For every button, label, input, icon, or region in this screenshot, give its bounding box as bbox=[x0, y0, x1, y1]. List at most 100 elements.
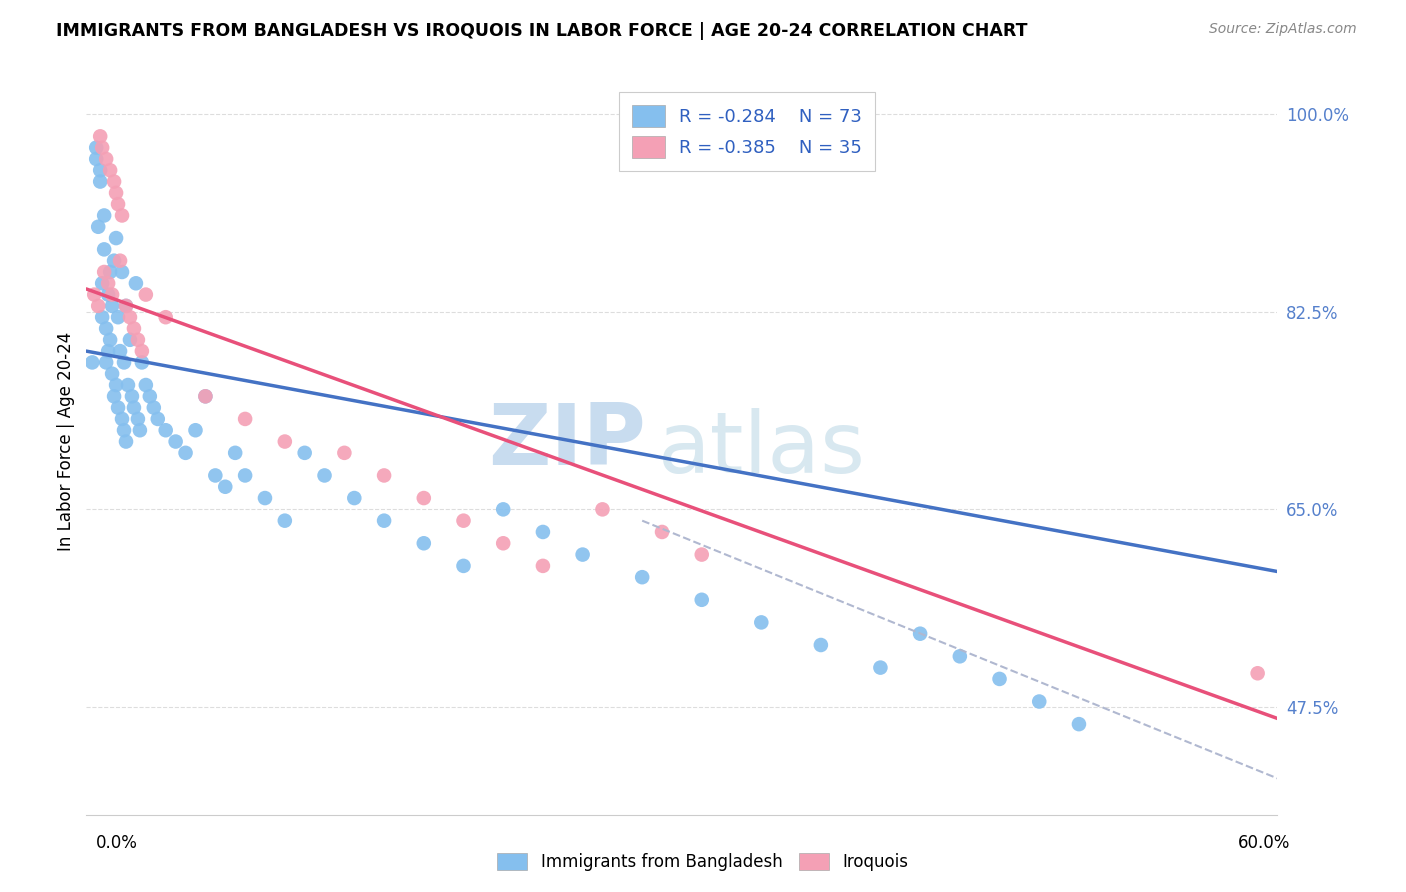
Point bbox=[373, 468, 395, 483]
Point bbox=[107, 310, 129, 325]
Point bbox=[108, 344, 131, 359]
Point bbox=[174, 446, 197, 460]
Point bbox=[184, 423, 207, 437]
Point bbox=[690, 592, 713, 607]
Text: IMMIGRANTS FROM BANGLADESH VS IROQUOIS IN LABOR FORCE | AGE 20-24 CORRELATION CH: IMMIGRANTS FROM BANGLADESH VS IROQUOIS I… bbox=[56, 22, 1028, 40]
Point bbox=[103, 253, 125, 268]
Point bbox=[117, 378, 139, 392]
Point bbox=[98, 265, 121, 279]
Point bbox=[112, 423, 135, 437]
Point bbox=[651, 524, 673, 539]
Point bbox=[94, 355, 117, 369]
Text: ZIP: ZIP bbox=[488, 400, 647, 483]
Point bbox=[112, 355, 135, 369]
Point bbox=[127, 412, 149, 426]
Point bbox=[333, 446, 356, 460]
Point bbox=[115, 299, 138, 313]
Point bbox=[103, 175, 125, 189]
Point bbox=[233, 412, 256, 426]
Point bbox=[314, 468, 336, 483]
Point bbox=[111, 209, 134, 223]
Point bbox=[1067, 717, 1090, 731]
Point bbox=[1028, 694, 1050, 708]
Point bbox=[97, 287, 120, 301]
Point bbox=[122, 321, 145, 335]
Point bbox=[1246, 666, 1268, 681]
Point bbox=[869, 660, 891, 674]
Point bbox=[749, 615, 772, 630]
Point bbox=[155, 310, 177, 325]
Point bbox=[165, 434, 187, 449]
Point bbox=[97, 277, 120, 291]
Point bbox=[89, 163, 111, 178]
Point bbox=[108, 253, 131, 268]
Point bbox=[142, 401, 165, 415]
Point bbox=[214, 480, 236, 494]
Point bbox=[146, 412, 169, 426]
Point bbox=[105, 231, 128, 245]
Point bbox=[87, 219, 110, 234]
Point bbox=[98, 333, 121, 347]
Point bbox=[93, 243, 115, 257]
Point bbox=[94, 152, 117, 166]
Point bbox=[194, 389, 217, 403]
Point bbox=[118, 310, 141, 325]
Point bbox=[121, 389, 143, 403]
Point bbox=[988, 672, 1011, 686]
Point bbox=[97, 344, 120, 359]
Text: 0.0%: 0.0% bbox=[96, 834, 138, 852]
Point bbox=[87, 299, 110, 313]
Point bbox=[111, 265, 134, 279]
Point bbox=[908, 626, 931, 640]
Point bbox=[131, 344, 153, 359]
Point bbox=[91, 310, 114, 325]
Point bbox=[115, 434, 138, 449]
Legend: Immigrants from Bangladesh, Iroquois: Immigrants from Bangladesh, Iroquois bbox=[489, 845, 917, 880]
Point bbox=[118, 333, 141, 347]
Point bbox=[131, 355, 153, 369]
Point bbox=[233, 468, 256, 483]
Point bbox=[105, 186, 128, 200]
Point bbox=[83, 287, 105, 301]
Point bbox=[155, 423, 177, 437]
Point bbox=[412, 536, 434, 550]
Point bbox=[531, 558, 554, 573]
Point bbox=[1286, 638, 1309, 652]
Point bbox=[135, 378, 157, 392]
Y-axis label: In Labor Force | Age 20-24: In Labor Force | Age 20-24 bbox=[58, 332, 75, 551]
Point bbox=[93, 265, 115, 279]
Point bbox=[89, 175, 111, 189]
Text: Source: ZipAtlas.com: Source: ZipAtlas.com bbox=[1209, 22, 1357, 37]
Point bbox=[91, 277, 114, 291]
Point bbox=[135, 287, 157, 301]
Point bbox=[294, 446, 316, 460]
Point bbox=[253, 491, 276, 505]
Point bbox=[98, 163, 121, 178]
Point bbox=[139, 389, 162, 403]
Point bbox=[949, 649, 972, 664]
Point bbox=[93, 209, 115, 223]
Point bbox=[631, 570, 654, 584]
Point bbox=[105, 378, 128, 392]
Point bbox=[101, 367, 124, 381]
Point bbox=[122, 401, 145, 415]
Text: atlas: atlas bbox=[658, 408, 866, 491]
Point bbox=[94, 321, 117, 335]
Point bbox=[111, 412, 134, 426]
Point bbox=[343, 491, 366, 505]
Point bbox=[531, 524, 554, 539]
Point bbox=[82, 355, 104, 369]
Point bbox=[127, 333, 149, 347]
Point bbox=[492, 502, 515, 516]
Point bbox=[492, 536, 515, 550]
Point bbox=[194, 389, 217, 403]
Point bbox=[84, 141, 107, 155]
Point bbox=[204, 468, 226, 483]
Point bbox=[107, 401, 129, 415]
Point bbox=[103, 389, 125, 403]
Point bbox=[571, 548, 593, 562]
Point bbox=[412, 491, 434, 505]
Legend: R = -0.284    N = 73, R = -0.385    N = 35: R = -0.284 N = 73, R = -0.385 N = 35 bbox=[620, 93, 875, 171]
Point bbox=[453, 514, 475, 528]
Point bbox=[453, 558, 475, 573]
